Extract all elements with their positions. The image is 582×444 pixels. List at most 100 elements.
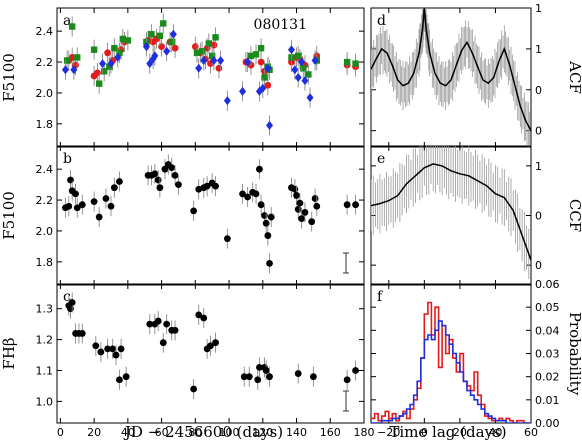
data-point	[352, 201, 359, 209]
plot-area-a	[61, 13, 359, 136]
data-point	[212, 339, 219, 347]
y-tick-label-e: 0	[535, 210, 542, 223]
data-point	[90, 46, 98, 53]
data-point	[298, 57, 306, 67]
data-point	[92, 342, 100, 350]
y-axis-label-b: F5100	[0, 191, 18, 240]
data-point	[107, 202, 115, 210]
data-point	[262, 367, 270, 374]
data-point	[266, 120, 274, 130]
panel-letter-d: d	[377, 13, 386, 29]
y-tick-label-b: 2.0	[36, 225, 54, 238]
plot-area-b	[62, 154, 359, 274]
data-point	[142, 42, 150, 52]
data-point	[244, 57, 252, 67]
y-tick-label-d: 1	[535, 2, 542, 15]
correlation-curve	[371, 8, 531, 131]
data-point	[306, 93, 314, 103]
data-point	[352, 60, 359, 67]
data-point	[205, 40, 213, 47]
y-tick-label-b: 2.2	[36, 194, 54, 207]
data-point	[163, 320, 171, 328]
data-point	[264, 81, 272, 89]
panel-d: 0 0 1 1 d ACF	[370, 2, 582, 148]
y-tick-label-d: 0	[535, 84, 542, 97]
y-tick-label-a: 1.8	[36, 118, 54, 131]
histogram-series	[371, 301, 531, 423]
data-point	[112, 351, 120, 359]
data-point	[212, 34, 219, 41]
y-tick-label-a: 2.4	[36, 25, 54, 38]
data-point	[294, 370, 302, 377]
data-point	[301, 76, 309, 86]
data-point	[223, 235, 231, 243]
y-tick-label-f: 0.01	[535, 394, 560, 407]
data-point	[124, 37, 132, 44]
y-tick-label-c: 1.1	[36, 364, 54, 377]
data-point	[343, 58, 351, 66]
data-point	[122, 373, 130, 381]
data-point	[146, 320, 154, 328]
data-point	[305, 71, 312, 78]
data-point	[68, 299, 76, 306]
data-point	[301, 209, 309, 216]
y-tick-label-f: 0.04	[535, 324, 560, 337]
panel-frame-a	[56, 7, 365, 148]
panel-e: 0 0 1 e CCF	[370, 145, 582, 286]
data-point	[195, 63, 203, 73]
x-tick-label-c: 0	[57, 426, 64, 439]
data-point	[252, 51, 260, 58]
data-point	[158, 43, 165, 51]
data-point	[210, 56, 218, 66]
data-point	[107, 59, 115, 69]
data-point	[298, 215, 305, 222]
y-tick-label-c: 1.3	[36, 303, 54, 316]
data-point	[111, 44, 118, 52]
data-point	[264, 63, 272, 73]
x-tick-label-f: 20	[453, 426, 467, 439]
data-point	[163, 46, 171, 56]
data-point	[114, 52, 122, 62]
data-point	[257, 201, 265, 209]
data-point	[200, 314, 208, 322]
data-point	[313, 202, 321, 210]
data-point	[117, 345, 125, 353]
panel-letter-c: c	[63, 289, 71, 305]
data-point	[266, 373, 273, 381]
x-axis-label-left: JD − 2456600 (days)	[123, 423, 283, 441]
data-point	[70, 65, 78, 75]
data-point	[267, 213, 275, 221]
data-point	[171, 326, 179, 334]
x-tick-label-c: 120	[252, 426, 273, 439]
data-point	[97, 348, 105, 356]
y-axis-label-d: ACF	[566, 60, 582, 94]
data-point	[352, 367, 359, 374]
data-point	[109, 345, 117, 353]
panel-letter-b: b	[63, 151, 72, 167]
data-point	[190, 385, 198, 393]
x-tick-label-c: 100	[219, 426, 240, 439]
data-point	[94, 69, 101, 77]
data-point	[106, 63, 113, 70]
data-point	[151, 170, 159, 178]
plot-area-d	[371, 8, 531, 147]
y-tick-label-e: 1	[535, 160, 542, 173]
data-point	[110, 184, 118, 192]
y-tick-label-f: 0.06	[535, 278, 560, 291]
data-point	[262, 219, 270, 227]
data-point	[67, 305, 74, 313]
data-point	[207, 342, 214, 350]
y-axis-label-a: F5100	[0, 53, 18, 102]
panel-letter-a: a	[63, 13, 71, 29]
data-point	[74, 54, 81, 61]
data-point	[168, 38, 175, 46]
data-point	[190, 207, 198, 215]
data-point	[102, 195, 110, 202]
data-point	[116, 49, 123, 56]
data-point	[159, 339, 167, 347]
data-point	[193, 49, 201, 56]
data-point	[101, 68, 108, 75]
data-point	[95, 213, 103, 221]
data-point	[291, 65, 299, 75]
x-tick-label-c: 40	[121, 426, 135, 439]
